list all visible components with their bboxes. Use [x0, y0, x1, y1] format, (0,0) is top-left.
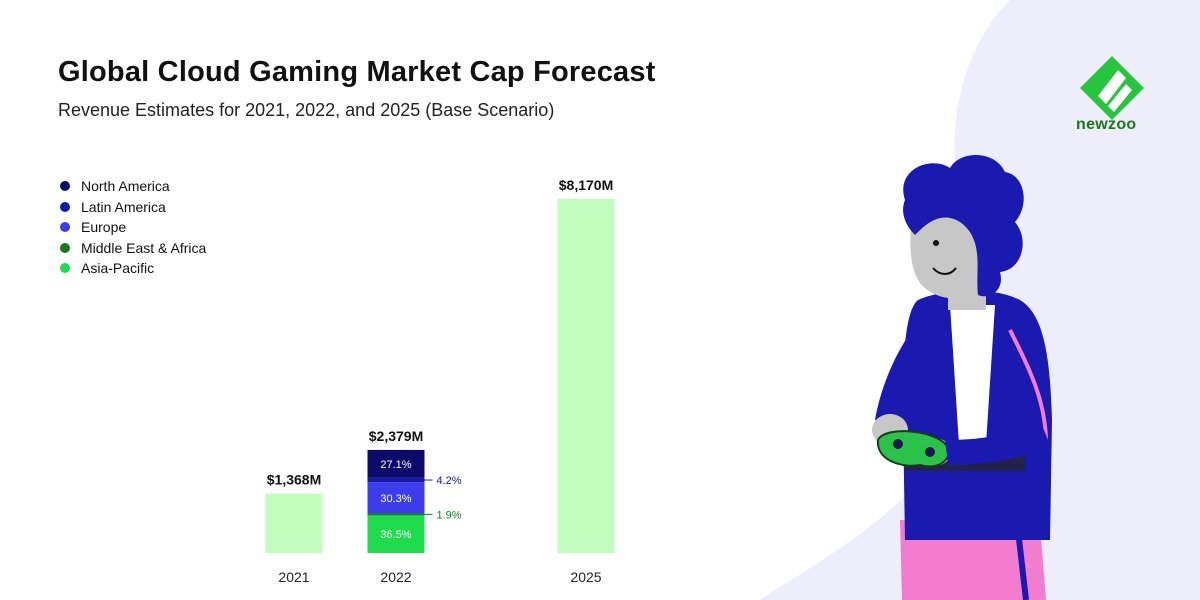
smile	[932, 267, 957, 275]
legend-item-europe: Europe	[60, 217, 206, 238]
legend-item-middle-east-africa: Middle East & Africa	[60, 238, 206, 259]
hair	[903, 154, 1024, 297]
legend-dot-asia-pacific	[60, 263, 70, 274]
x-tick-label: 2022	[380, 569, 411, 585]
legend-item-north-america: North America	[60, 176, 206, 197]
right-arm	[945, 420, 1050, 465]
x-tick-label: 2025	[570, 569, 601, 585]
left-arm	[875, 320, 935, 430]
legend-dot-europe	[60, 222, 70, 233]
segment-label: 30.3%	[380, 493, 411, 505]
legend-dot-north-america	[60, 181, 70, 192]
controller-button-left	[893, 439, 903, 449]
segment-label: 1.9%	[437, 509, 462, 521]
controller-button-right	[925, 447, 935, 457]
legend-label: North America	[81, 178, 170, 195]
chart-title: Global Cloud Gaming Market Cap Forecast	[58, 56, 656, 88]
pants-stripe	[1015, 529, 1029, 600]
segment-label: 4.2%	[437, 475, 462, 487]
newzoo-logo-icon	[1080, 56, 1144, 120]
bar-segment-asia-pacific	[367, 515, 425, 553]
bar-segment-europe	[367, 482, 425, 514]
segment-label: 36.5%	[380, 529, 411, 541]
bar-value-label: $1,368M	[267, 472, 321, 488]
bar-segment-north-america	[367, 449, 425, 478]
bar-2025	[557, 199, 615, 553]
brand-name: newzoo	[1076, 116, 1137, 133]
bar-value-label: $2,379M	[369, 428, 423, 444]
bar-2021	[265, 493, 323, 553]
legend-label: Asia-Pacific	[81, 260, 155, 277]
bar-value-label: $8,170M	[559, 177, 613, 193]
legend-dot-latin-america	[60, 201, 70, 212]
legend-item-latin-america: Latin America	[60, 197, 206, 218]
legend-item-asia-pacific: Asia-Pacific	[60, 258, 206, 279]
bar-segment-middle-east-africa	[367, 513, 425, 516]
legend-label: Middle East & Africa	[81, 239, 207, 256]
segment-label: 27.1%	[380, 459, 411, 471]
legend-dot-middle-east-africa	[60, 242, 70, 253]
legend-label: Europe	[81, 219, 127, 236]
white-shirt	[950, 305, 995, 460]
bar-segment-latin-america	[367, 477, 425, 483]
legend: North America Latin America Europe Middl…	[60, 176, 206, 279]
chart-subtitle: Revenue Estimates for 2021, 2022, and 20…	[58, 100, 555, 120]
eye	[933, 240, 939, 246]
legend-label: Latin America	[81, 198, 166, 215]
x-tick-label: 2021	[278, 569, 309, 585]
